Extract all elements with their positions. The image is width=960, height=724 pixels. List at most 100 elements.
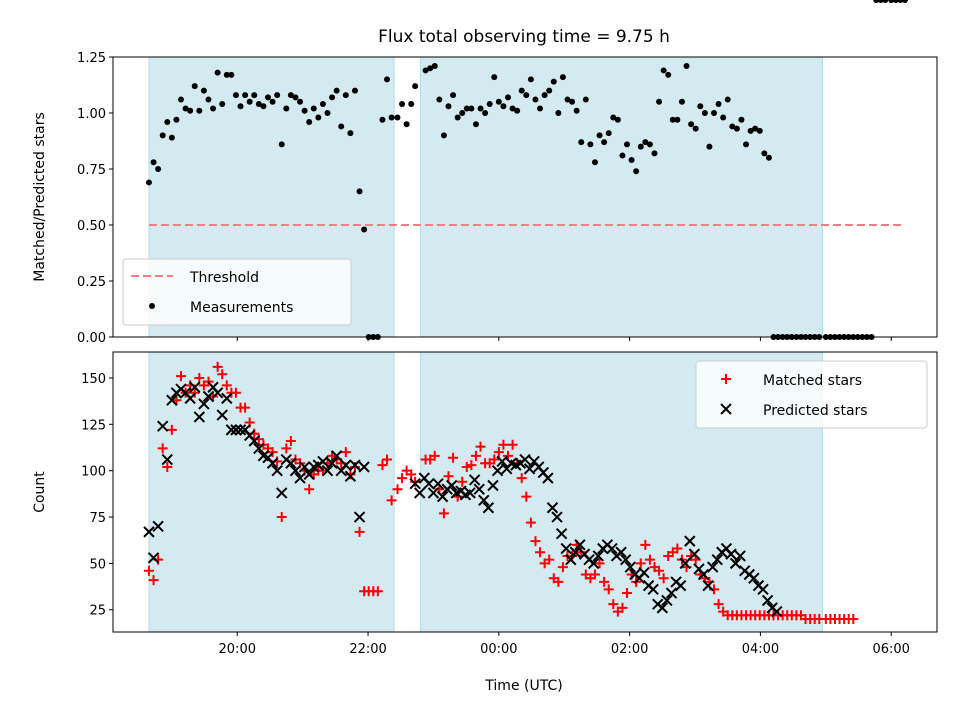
measurement-point bbox=[347, 130, 354, 137]
predicted-star-point bbox=[189, 381, 201, 393]
measurement-point bbox=[582, 96, 589, 103]
y-tick-label: 1.25 bbox=[77, 51, 106, 66]
matched-star-point bbox=[557, 562, 568, 573]
measurement-point bbox=[756, 127, 763, 134]
measurement-point bbox=[459, 110, 466, 116]
measurement-point bbox=[468, 105, 475, 112]
predicted-star-point bbox=[620, 553, 632, 566]
measurement-point bbox=[710, 110, 717, 116]
measurement-point bbox=[191, 83, 198, 90]
predicted-star-point bbox=[665, 587, 678, 599]
predicted-star-point bbox=[221, 392, 233, 405]
measurement-point bbox=[646, 141, 653, 148]
matched-star-point bbox=[516, 473, 527, 484]
measurement-point bbox=[486, 101, 493, 108]
predicted-star-point bbox=[294, 472, 306, 484]
measurement-point bbox=[384, 76, 391, 83]
predicted-star-point bbox=[414, 487, 426, 499]
measurement-point bbox=[301, 107, 308, 114]
y-tick-label: 25 bbox=[89, 604, 106, 619]
predicted-star-point bbox=[661, 594, 673, 607]
predicted-star-point bbox=[432, 477, 444, 490]
measurement-point bbox=[422, 67, 429, 74]
predicted-star-point bbox=[198, 398, 210, 410]
predicted-star-point bbox=[542, 472, 554, 484]
measurement-point bbox=[440, 132, 447, 139]
predicted-star-point bbox=[248, 435, 260, 447]
predicted-star-point bbox=[184, 392, 196, 405]
measurement-point bbox=[477, 105, 484, 112]
measurement-point bbox=[601, 139, 608, 146]
matched-star-point bbox=[386, 495, 397, 506]
measurement-point bbox=[674, 116, 681, 123]
predicted-star-point bbox=[734, 550, 746, 562]
measurement-point bbox=[219, 101, 226, 108]
predicted-star-point bbox=[161, 453, 173, 466]
measurement-point bbox=[242, 92, 249, 99]
measurement-point bbox=[596, 132, 603, 139]
measurement-point bbox=[150, 159, 157, 166]
predicted-star-point bbox=[317, 455, 329, 468]
matched-star-point bbox=[157, 443, 168, 454]
predicted-star-point bbox=[409, 477, 421, 490]
matched-star-point bbox=[443, 471, 454, 482]
measurement-point bbox=[319, 101, 326, 108]
measurement-point bbox=[573, 107, 580, 114]
predicted-star-point bbox=[234, 424, 247, 436]
measurement-point bbox=[412, 83, 419, 90]
legend-measurement-swatch bbox=[149, 303, 155, 309]
measurement-point bbox=[701, 110, 708, 116]
predicted-star-point bbox=[523, 463, 536, 475]
matched-star-point bbox=[438, 508, 449, 519]
plot-frame bbox=[112, 56, 938, 338]
predicted-star-point bbox=[706, 561, 719, 573]
measurement-point bbox=[715, 101, 722, 108]
x-tick-label: 22:00 bbox=[349, 642, 386, 657]
measurement-point bbox=[500, 103, 507, 110]
matched-star-point bbox=[194, 372, 205, 383]
matched-star-point bbox=[475, 441, 486, 452]
predicted-star-point bbox=[358, 461, 370, 473]
legend-matched-swatch bbox=[721, 374, 731, 384]
predicted-star-point bbox=[303, 468, 315, 481]
measurement-point bbox=[187, 107, 194, 114]
predicted-star-point bbox=[711, 553, 723, 566]
matched-star-point bbox=[166, 424, 177, 435]
predicted-star-point bbox=[478, 494, 490, 507]
measurement-point bbox=[246, 98, 253, 105]
matched-star-point bbox=[304, 484, 315, 495]
predicted-star-point bbox=[702, 579, 714, 592]
predicted-star-point bbox=[423, 477, 435, 490]
predicted-star-point bbox=[555, 528, 568, 540]
measurement-point bbox=[324, 110, 331, 116]
predicted-star-point bbox=[436, 490, 449, 503]
measurement-point bbox=[637, 143, 644, 150]
measurement-point bbox=[504, 94, 511, 101]
measurement-point bbox=[232, 92, 239, 99]
predicted-star-point bbox=[624, 561, 636, 573]
count-panel: 25 50 75 100 125 150 20:00 22:00 00:00 02:00 04:00… bbox=[32, 352, 938, 657]
matched-star-point bbox=[382, 454, 393, 465]
matched-star-point bbox=[544, 554, 555, 565]
matched-star-point bbox=[340, 447, 351, 458]
matched-star-point bbox=[217, 369, 228, 380]
matched-star-point bbox=[349, 461, 360, 472]
measurement-point bbox=[427, 65, 434, 72]
measurement-point bbox=[619, 152, 626, 159]
matched-star-point bbox=[489, 454, 500, 465]
measurement-point bbox=[274, 92, 281, 99]
matched-star-point bbox=[530, 536, 541, 547]
matched-star-point bbox=[176, 371, 187, 382]
measurement-point bbox=[342, 92, 349, 99]
predicted-star-point bbox=[771, 605, 783, 618]
predicted-star-point bbox=[748, 572, 760, 584]
measurement-point bbox=[683, 62, 690, 69]
measurement-point bbox=[656, 98, 663, 105]
measurement-point bbox=[182, 105, 189, 112]
measurement-point bbox=[633, 168, 640, 175]
measurement-point bbox=[605, 130, 612, 137]
measurement-point bbox=[356, 188, 363, 195]
measurement-point bbox=[283, 105, 290, 112]
matched-star-point bbox=[410, 476, 421, 487]
